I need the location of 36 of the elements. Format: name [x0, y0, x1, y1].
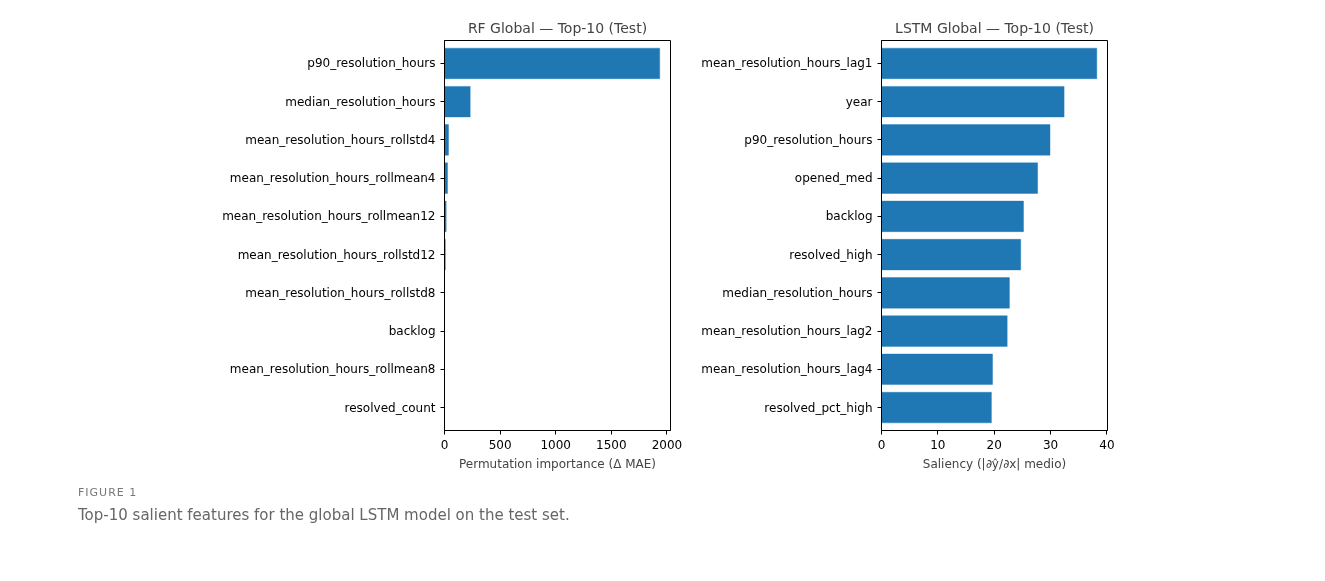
y-tick-label: median_resolution_hours — [285, 94, 436, 109]
x-tick-label: 20 — [986, 437, 1002, 452]
chart-title: LSTM Global — Top-10 (Test) — [895, 19, 1094, 36]
x-tick-label: 1000 — [540, 437, 571, 452]
caption: FIGURE 1 — [78, 485, 139, 501]
y-tick-label: mean_resolution_hours_lag1 — [701, 56, 873, 71]
x-tick-label: 30 — [1042, 437, 1059, 452]
y-tick-label: mean_resolution_hours_lag4 — [701, 362, 873, 377]
x-tick-label: 0 — [877, 437, 886, 452]
x-tick-label: 2000 — [651, 437, 683, 452]
y-tick-label: mean_resolution_hours_rollstd12 — [237, 247, 436, 262]
y-tick-label: median_resolution_hours — [722, 285, 873, 300]
y-tick-label: resolved_pct_high — [764, 400, 873, 415]
x-tick-label: 500 — [488, 437, 512, 452]
y-tick-label: p90_resolution_hours — [307, 56, 436, 71]
x-tick-label: 1500 — [596, 437, 627, 452]
y-tick-label: mean_resolution_hours_lag2 — [701, 324, 873, 339]
y-tick-label: opened_med — [794, 171, 873, 186]
chart-title: RF Global — Top-10 (Test) — [467, 19, 648, 36]
y-tick-label: mean_resolution_hours_rollmean8 — [229, 362, 436, 377]
x-tick-label: 40 — [1099, 437, 1115, 452]
y-tick-label: resolved_high — [789, 247, 873, 262]
y-tick-label: mean_resolution_hours_rollstd8 — [245, 285, 436, 300]
y-tick-label: mean_resolution_hours_rollstd4 — [245, 132, 436, 147]
y-tick-label: year — [845, 94, 873, 109]
x-tick-label: 10 — [930, 437, 946, 452]
y-tick-label: mean_resolution_hours_rollmean12 — [222, 209, 436, 224]
y-tick-label: mean_resolution_hours_rollmean4 — [229, 171, 436, 186]
y-tick-label: p90_resolution_hours — [744, 132, 873, 147]
y-tick-label: backlog — [825, 209, 873, 224]
y-tick-label: resolved_count — [344, 400, 436, 415]
x-axis-title: Saliency (|∂ŷ/∂x| medio) — [922, 456, 1067, 471]
y-tick-label: backlog — [388, 324, 436, 339]
x-tick-label: 0 — [440, 437, 449, 452]
text: Top-10 salient features for the global LSTM model on the test set. — [78, 504, 570, 526]
x-axis-title: Permutation importance (Δ MAE) — [459, 456, 656, 471]
